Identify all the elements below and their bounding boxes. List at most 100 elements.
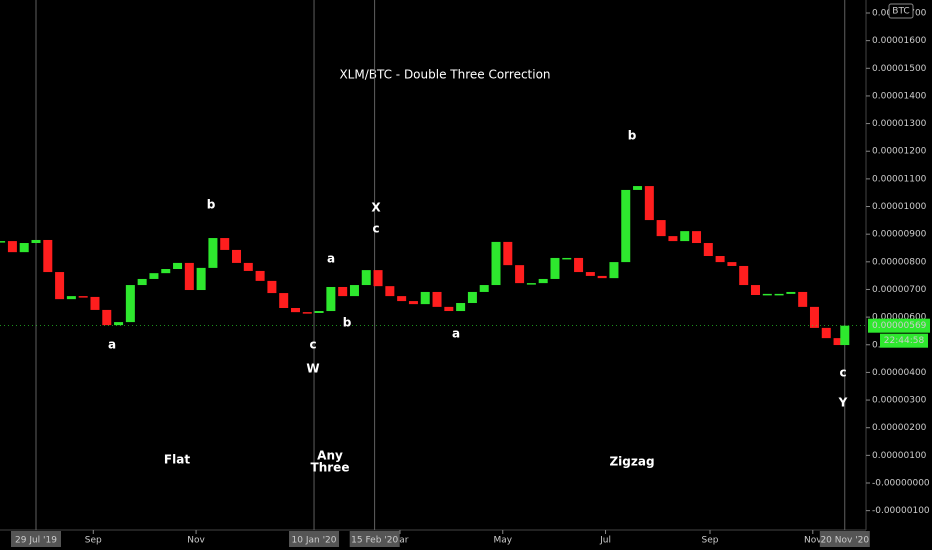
candle xyxy=(78,296,88,298)
candle xyxy=(184,262,194,291)
candle xyxy=(786,291,796,294)
candle xyxy=(840,325,850,346)
candle xyxy=(90,296,100,310)
candle xyxy=(302,312,312,314)
candle xyxy=(385,286,395,297)
last-price-box xyxy=(868,318,930,333)
annotation: c xyxy=(372,222,379,236)
marker-label: 10 Jan '20 xyxy=(292,536,337,546)
candle xyxy=(408,301,418,305)
candle xyxy=(515,265,525,284)
candle xyxy=(456,303,466,312)
annotation: a xyxy=(452,327,460,341)
annotation: Three xyxy=(311,461,350,475)
candle xyxy=(621,189,631,263)
candle xyxy=(361,270,371,286)
candle xyxy=(656,220,666,237)
candle xyxy=(279,293,289,308)
candle xyxy=(491,241,501,286)
marker-label: 20 Nov '20 xyxy=(820,536,869,546)
countdown-box xyxy=(880,333,928,348)
candle xyxy=(7,241,17,253)
candle xyxy=(739,265,749,286)
candle xyxy=(338,286,348,297)
candle xyxy=(267,280,277,294)
candle xyxy=(43,239,53,273)
candle xyxy=(55,272,65,300)
y-tick-label: 0.00000300 xyxy=(872,396,927,406)
candle xyxy=(467,291,477,304)
candle xyxy=(208,238,218,268)
annotation: c xyxy=(839,366,846,380)
candle xyxy=(232,249,242,263)
candle xyxy=(821,327,831,339)
marker-label: 15 Feb '20 xyxy=(351,536,398,546)
y-tick-label: 0.00000900 xyxy=(872,230,927,240)
candle xyxy=(680,231,690,242)
candle xyxy=(373,270,383,287)
candle xyxy=(550,257,560,279)
annotation: b xyxy=(628,129,637,143)
y-tick-label: 0.00000200 xyxy=(872,423,927,433)
candle xyxy=(349,285,359,297)
y-tick-label: 0.00001000 xyxy=(872,202,927,212)
candle xyxy=(243,262,253,271)
annotation: X xyxy=(371,201,381,215)
y-tick-label: 0.00000600 xyxy=(872,313,927,323)
candle xyxy=(66,296,76,300)
y-tick-label: 0.00000100 xyxy=(872,451,927,461)
annotation: Any xyxy=(317,449,343,463)
candle xyxy=(585,272,595,276)
candle xyxy=(597,275,607,279)
candle xyxy=(149,273,159,279)
annotation: c xyxy=(309,338,316,352)
candle xyxy=(196,267,206,291)
y-tick-label: 0.00000400 xyxy=(872,368,927,378)
candle xyxy=(750,285,760,295)
currency-label: BTC xyxy=(892,7,909,17)
candle xyxy=(314,311,324,313)
candle xyxy=(220,238,230,250)
candle xyxy=(703,243,713,257)
annotation: Y xyxy=(838,396,848,410)
candle xyxy=(538,278,548,284)
x-tick-label: Nov xyxy=(804,536,822,546)
marker-box xyxy=(349,531,400,547)
candle xyxy=(102,309,112,326)
y-tick-label: 0.00001500 xyxy=(872,64,927,74)
candle xyxy=(668,236,678,242)
marker-box xyxy=(11,531,61,547)
candle xyxy=(444,306,454,312)
y-tick-label: 0.00001200 xyxy=(872,147,927,157)
annotation: b xyxy=(207,198,216,212)
y-tick-label: -0.00000100 xyxy=(872,506,930,516)
candle xyxy=(255,270,265,281)
y-tick-label: 0.00001400 xyxy=(872,91,927,101)
x-tick-label: May xyxy=(493,536,512,546)
candle xyxy=(114,322,124,326)
marker-label: 29 Jul '19 xyxy=(15,536,57,546)
candle xyxy=(420,291,430,305)
candle xyxy=(762,293,772,296)
candle xyxy=(125,285,135,323)
y-tick-label: 0.00001300 xyxy=(872,119,927,129)
chart-title: XLM/BTC - Double Three Correction xyxy=(339,68,550,82)
candle xyxy=(633,186,643,190)
annotation: W xyxy=(306,362,319,376)
candle xyxy=(397,296,407,302)
y-tick-label: 0.00001100 xyxy=(872,174,927,184)
marker-box xyxy=(819,531,870,547)
countdown-label: 22:44:58 xyxy=(884,336,925,346)
candle xyxy=(727,262,737,266)
currency-box xyxy=(888,3,914,19)
x-tick-label: Nov xyxy=(187,536,205,546)
candle xyxy=(173,262,183,270)
x-tick-label: Mar xyxy=(391,536,408,546)
candle xyxy=(609,262,619,279)
x-tick-label: Jul xyxy=(599,536,611,546)
candle xyxy=(833,338,843,346)
marker-box xyxy=(289,531,340,547)
candle xyxy=(290,307,300,313)
candle xyxy=(798,291,808,307)
